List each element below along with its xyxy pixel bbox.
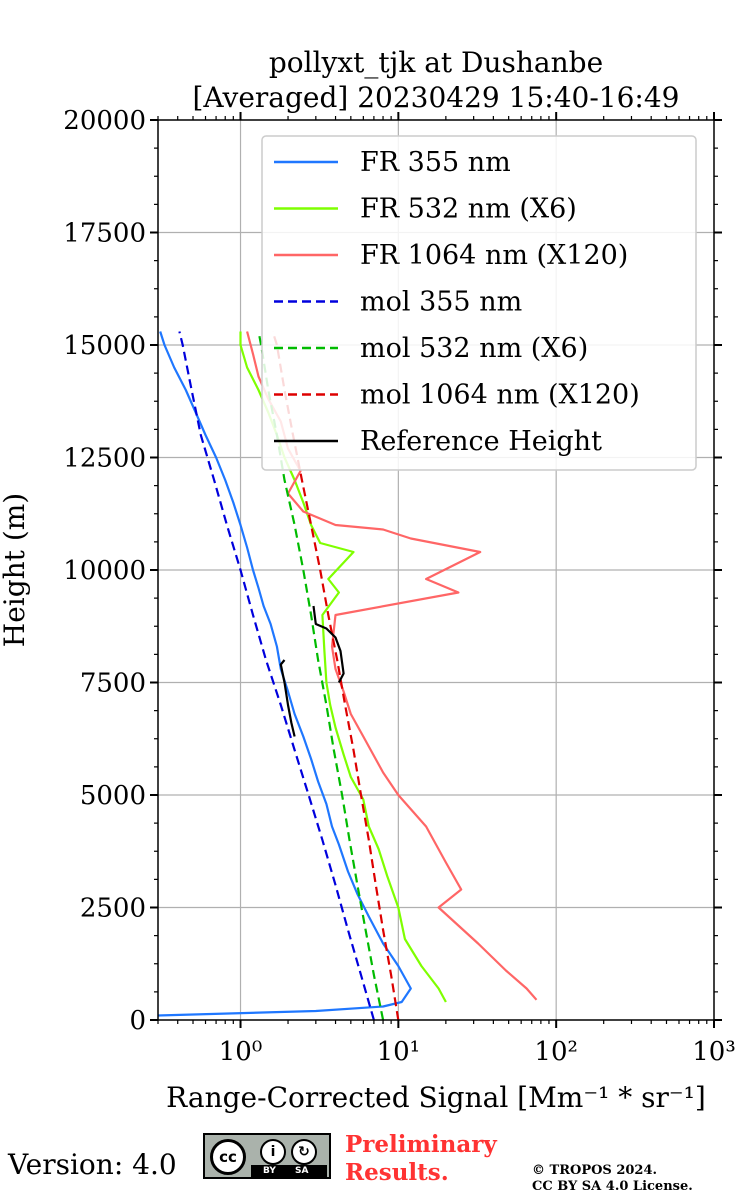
license-strip: BY SA: [251, 1165, 327, 1177]
legend-label-3: FR 1064 nm (X120): [360, 240, 628, 271]
legend-label-5: mol 532 nm (X6): [360, 333, 588, 364]
legend-label-2: FR 532 nm (X6): [360, 194, 577, 225]
legend-label-1: FR 355 nm: [360, 147, 511, 178]
copyright-line-2: CC BY SA 4.0 License.: [532, 1179, 693, 1194]
chart-title-line-1: pollyxt_tjk at Dushanbe: [269, 46, 603, 79]
series-line-1: [157, 331, 412, 1017]
x-tick-label: 10⁰: [219, 1037, 263, 1067]
legend-label-7: Reference Height: [360, 426, 602, 457]
chart: pollyxt_tjk at Dushanbe[Averaged] 202304…: [0, 46, 736, 1114]
copyright-note: © TROPOS 2024. CC BY SA 4.0 License.: [532, 1163, 693, 1195]
y-tick-label: 0: [129, 1006, 146, 1036]
y-tick-label: 5000: [80, 781, 146, 811]
y-axis-label: Height (m): [0, 493, 31, 647]
x-tick-label: 10¹: [377, 1037, 421, 1067]
series-line-7: [279, 659, 296, 737]
x-tick-label: 10³: [692, 1037, 736, 1067]
preliminary-line-1: Preliminary: [345, 1131, 497, 1158]
person-icon: i: [260, 1139, 286, 1165]
by-label: BY: [263, 1166, 276, 1176]
y-tick-label: 2500: [80, 894, 146, 924]
chart-title-line-2: [Averaged] 20230429 15:40-16:49: [193, 81, 680, 114]
version-label: Version: 4.0: [8, 1148, 177, 1181]
legend-label-6: mol 1064 nm (X120): [360, 380, 640, 411]
y-tick-label: 17500: [63, 219, 146, 249]
x-axis-label: Range-Corrected Signal [Mm⁻¹ * sr⁻¹]: [166, 1081, 706, 1114]
share-alike-icon: ↻: [291, 1139, 317, 1165]
cc-license-badge[interactable]: cc i ↻ BY SA: [203, 1133, 331, 1179]
series-line-7: [312, 605, 345, 684]
y-tick-label: 15000: [63, 331, 146, 361]
legend-label-4: mol 355 nm: [360, 287, 522, 318]
x-tick-label: 10²: [534, 1037, 578, 1067]
copyright-line-1: © TROPOS 2024.: [532, 1163, 658, 1178]
preliminary-line-2: Results.: [345, 1159, 449, 1186]
legend-box: [261, 135, 697, 471]
y-tick-label: 20000: [63, 106, 146, 136]
y-tick-label: 12500: [63, 444, 146, 474]
preliminary-results-note: Preliminary Results.: [345, 1131, 497, 1187]
cc-icon: cc: [210, 1139, 246, 1175]
y-tick-label: 7500: [80, 669, 146, 699]
y-tick-label: 10000: [63, 556, 146, 586]
sa-label: SA: [295, 1166, 309, 1176]
